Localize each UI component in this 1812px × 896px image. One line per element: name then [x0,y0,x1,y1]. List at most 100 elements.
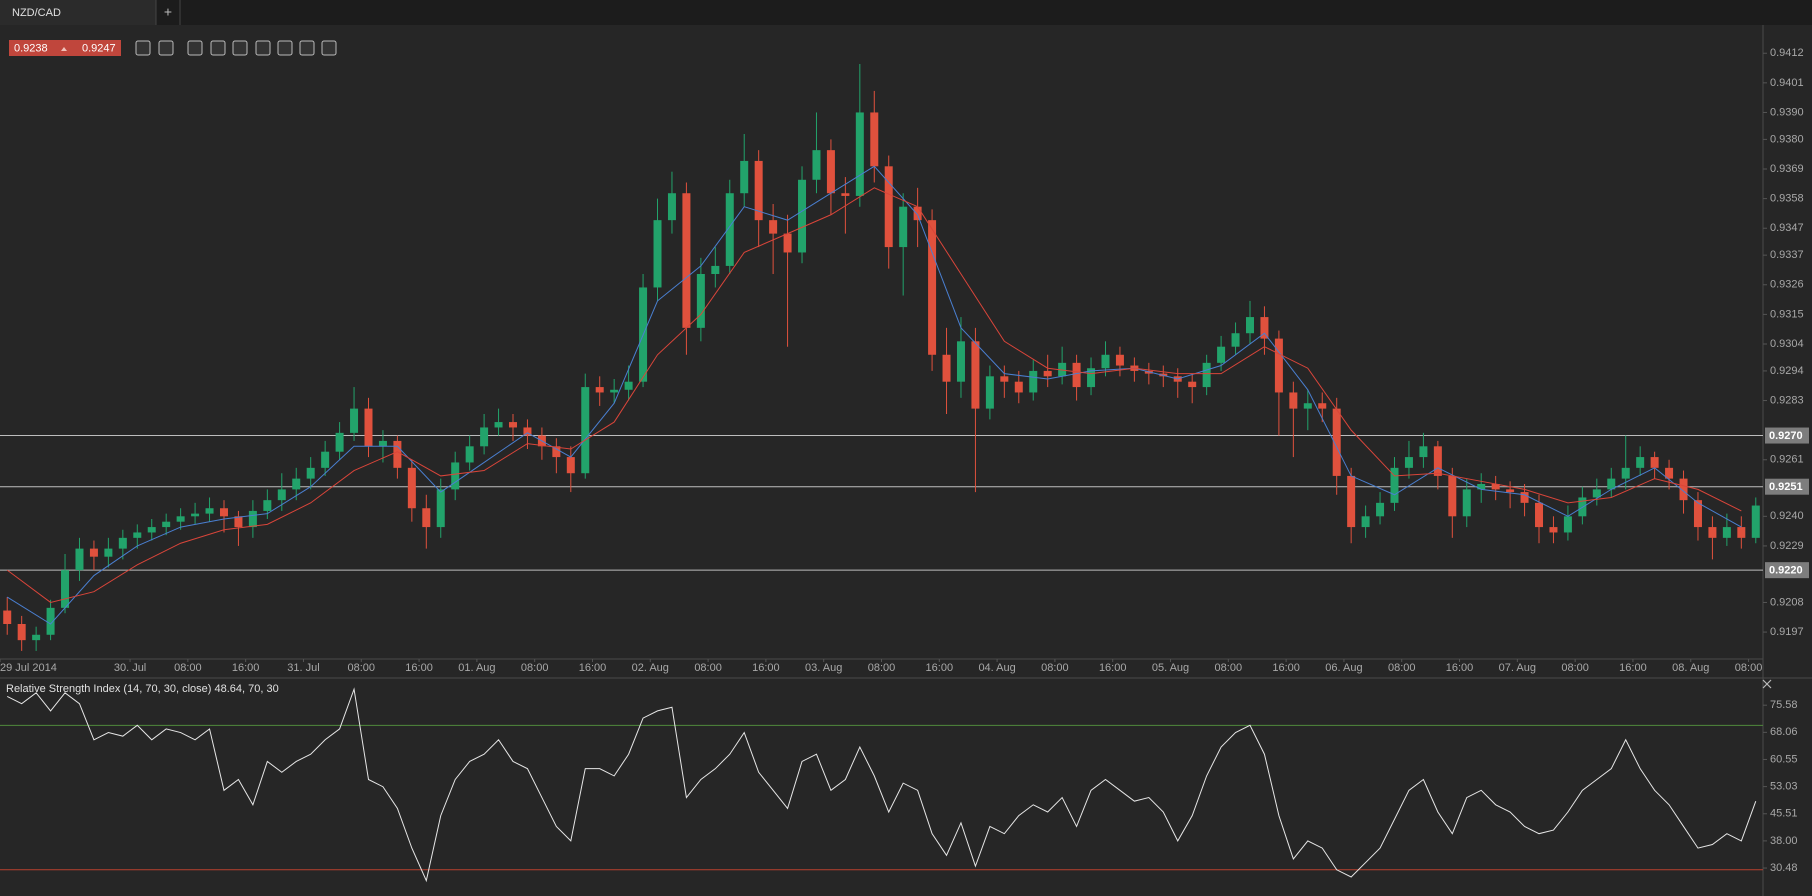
candle-body [653,220,662,288]
candle-body [1101,354,1110,369]
x-tick-label: 08:00 [348,662,376,674]
candle-body [248,510,257,528]
y-tick-label: 0.9197 [1770,626,1804,638]
y-tick-label: 0.9261 [1770,454,1804,466]
candle-body [1419,446,1428,458]
candle-body [1636,457,1645,468]
candle-body [1448,475,1457,517]
candle-body [465,446,474,463]
level-label: 0.9220 [1769,565,1803,577]
candle-body [812,150,821,180]
y-tick-label: 0.9412 [1770,47,1804,59]
candle-body [1260,317,1269,339]
x-tick-label: 08:00 [1215,662,1243,674]
indicators-button[interactable] [232,40,248,56]
candle-body [928,220,937,355]
candle-body [1245,317,1254,334]
candle-body [1029,370,1038,393]
ask-price: 0.9247 [82,42,116,54]
candle-body [422,508,431,528]
level-label-box [1765,427,1809,444]
candle-body [61,570,70,608]
candle-body [1491,484,1500,490]
chart-type-button[interactable] [210,40,226,56]
zoom-in-button[interactable] [158,40,174,56]
level-label-box [1765,478,1809,495]
y-tick-label: 0.9401 [1770,77,1804,89]
candle-body [740,160,749,194]
candle-body [480,427,489,447]
x-tick-label: 29 Jul 2014 [0,662,57,674]
y-tick-label: 0.9283 [1770,394,1804,406]
candle-body [205,508,214,514]
candle-body [696,274,705,328]
candle-body [46,607,55,635]
candle-body [826,150,835,194]
candle-body [1650,457,1659,468]
x-tick-label: 31. Jul [287,662,319,674]
copy-button[interactable] [277,40,293,56]
candle-body [75,548,84,571]
candle-body [595,387,604,393]
candle-body [335,432,344,452]
close-panel-button[interactable] [1762,679,1772,689]
candle-body [624,381,633,390]
candle-body [1390,467,1399,503]
candle-body [1535,502,1544,528]
edit-button[interactable] [299,40,315,56]
timeframe-button[interactable] [187,40,203,56]
candle-body [798,179,807,253]
candle-body [523,427,532,436]
candle-body [350,408,359,433]
candle-body [1318,403,1327,409]
candle-body [855,112,864,196]
add-tab-button[interactable]: + [164,4,172,20]
pen-button[interactable] [321,40,337,56]
candle-body [1477,484,1486,490]
candle-body [913,206,922,221]
candle-body [263,500,272,511]
candle-body [1621,467,1630,479]
candle-body [1274,338,1283,393]
candle-body [1665,467,1674,479]
candle-body [147,527,156,533]
y-tick-label: 68.06 [1770,726,1798,738]
close-icon [1762,679,1772,689]
x-tick-label: 16:00 [1446,662,1474,674]
candle-body [1115,354,1124,366]
x-tick-label: 08:00 [1041,662,1069,674]
x-tick-label: 08:00 [1735,662,1763,674]
x-tick-label: 08:00 [1388,662,1416,674]
x-tick-label: 16:00 [405,662,433,674]
zoom-out-button[interactable] [135,40,151,56]
candle-body [841,193,850,196]
candle-body [292,478,301,490]
toolbar [135,40,337,56]
candle-body [1202,362,1211,388]
candle-body [1000,376,1009,382]
candle-body [1592,489,1601,498]
x-tick-label: 01. Aug [458,662,495,674]
candle-body [1693,500,1702,528]
tab[interactable] [0,0,156,25]
price-badge[interactable] [9,40,121,56]
y-tick-label: 0.9390 [1770,106,1804,118]
candle-body [711,265,720,274]
draw-button[interactable] [255,40,271,56]
x-tick-label: 08:00 [521,662,549,674]
candle-body [769,220,778,234]
candle-body [870,112,879,167]
candle-body [1231,333,1240,347]
y-tick-label: 0.9358 [1770,193,1804,205]
x-tick-label: 08:00 [1561,662,1589,674]
candle-body [219,508,228,517]
candle-body [1433,446,1442,476]
candle-body [1072,362,1081,388]
tab-label[interactable]: NZD/CAD [12,7,61,19]
candle-body [1506,489,1515,493]
y-tick-label: 0.9229 [1770,540,1804,552]
candle-body [1751,505,1760,538]
